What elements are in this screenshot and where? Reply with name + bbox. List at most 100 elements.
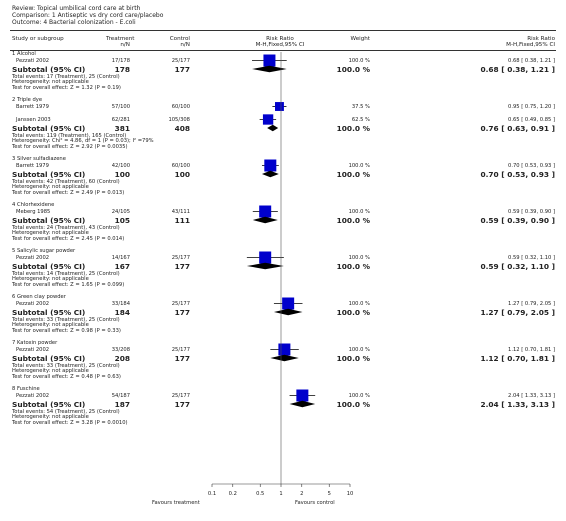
group-note: Heterogeneity: not applicable	[12, 184, 89, 190]
group-title: 5 Salicylic sugar powder	[12, 248, 76, 254]
group-note: Heterogeneity: not applicable	[12, 79, 89, 85]
subtotal-treatment: 187	[114, 399, 130, 409]
study-treatment-events: 24/105	[111, 208, 130, 215]
group-note: Total events: 42 (Treatment), 60 (Contro…	[12, 178, 120, 185]
study-risk-ratio: 1.27 [ 0.79, 2.05 ]	[508, 300, 555, 307]
study-effect-box	[282, 297, 295, 310]
group-title: 4 Chlorhexidene	[12, 202, 55, 208]
subtotal-diamond	[252, 65, 287, 73]
group-note: Test for overall effect: Z = 1.65 (P = 0…	[12, 281, 125, 288]
group-note: Heterogeneity: not applicable	[12, 368, 89, 374]
subtotal-diamond	[273, 308, 303, 316]
group-note: Test for overall effect: Z = 2.49 (P = 0…	[12, 189, 125, 196]
study-effect-box	[278, 343, 291, 356]
study-effect-box	[296, 389, 309, 402]
study-control-events: 25/177	[171, 57, 190, 64]
subtotal-diamond	[252, 216, 278, 224]
study-effect-box	[264, 159, 277, 172]
study-effect-box	[259, 205, 272, 218]
study-treatment-events: 33/208	[111, 346, 130, 353]
review-title: Review: Topical umbilical cord care at b…	[12, 5, 141, 12]
subtotal-label: Subtotal (95% CI)	[12, 307, 86, 317]
subtotal-control: 408	[174, 123, 190, 133]
subtotal-risk-ratio: 0.68 [ 0.38, 1.21 ]	[480, 64, 555, 74]
study-name: Barrett 1979	[16, 162, 49, 169]
col-riskratio-text: Risk Ratio	[527, 36, 555, 42]
study-control-events: 25/177	[171, 254, 190, 261]
favours-control-label: Favours control	[295, 500, 335, 506]
outcome-title: Outcome: 4 Bacterial colonization - E.co…	[12, 19, 136, 26]
study-treatment-events: 57/100	[111, 103, 130, 110]
group-title: 3 Silver sulfadiazene	[12, 156, 66, 162]
subtotal-control: 177	[174, 307, 190, 317]
study-weight: 100.0 %	[348, 254, 370, 261]
study-effect-box	[262, 114, 274, 125]
subtotal-treatment: 105	[114, 215, 130, 225]
group-note: Heterogeneity: not applicable	[12, 322, 89, 328]
study-risk-ratio: 2.04 [ 1.33, 3.13 ]	[508, 392, 555, 399]
subtotal-label: Subtotal (95% CI)	[12, 399, 86, 409]
study-effect-box	[263, 54, 276, 67]
study-name: Pezzati 2002	[16, 57, 50, 64]
x-tick-label: 0.2	[228, 491, 237, 497]
subtotal-risk-ratio: 1.27 [ 0.79, 2.05 ]	[480, 307, 555, 317]
study-treatment-events: 17/178	[111, 57, 130, 64]
study-effect-box	[275, 102, 284, 111]
subtotal-control: 177	[174, 353, 190, 363]
group-note: Total events: 24 (Treatment), 43 (Contro…	[12, 224, 120, 231]
subtotal-risk-ratio: 0.70 [ 0.53, 0.93 ]	[480, 169, 555, 179]
subtotal-risk-ratio: 1.12 [ 0.70, 1.81 ]	[480, 353, 555, 363]
study-control-events: 60/100	[171, 162, 190, 169]
study-weight: 100.0 %	[348, 162, 370, 169]
subtotal-diamond	[289, 400, 316, 408]
subtotal-weight: 100.0 %	[336, 64, 370, 74]
study-treatment-events: 14/167	[111, 254, 130, 261]
study-risk-ratio: 0.59 [ 0.32, 1.10 ]	[508, 254, 555, 261]
study-control-events: 25/177	[171, 392, 190, 399]
study-risk-ratio: 0.59 [ 0.39, 0.90 ]	[508, 208, 555, 215]
subtotal-weight: 100.0 %	[336, 399, 370, 409]
study-weight: 100.0 %	[348, 392, 370, 399]
subtotal-control: 111	[174, 215, 190, 225]
study-name: Janssen 2003	[16, 116, 51, 123]
x-tick-label: 0.1	[207, 491, 217, 497]
col-control: Control	[169, 36, 190, 42]
study-control-events: 25/177	[171, 300, 190, 307]
comparison-title: Comparison: 1 Antiseptic vs dry cord car…	[12, 12, 164, 19]
study-risk-ratio: 0.65 [ 0.49, 0.85 ]	[508, 116, 555, 123]
group-title: 6 Green clay powder	[12, 294, 66, 300]
subtotal-control: 177	[174, 261, 190, 271]
subtotal-diamond	[267, 124, 279, 132]
study-name: Meberg 1985	[16, 208, 51, 215]
subtotal-risk-ratio: 2.04 [ 1.33, 3.13 ]	[480, 399, 555, 409]
group-note: Test for overall effect: Z = 2.45 (P = 0…	[12, 235, 125, 242]
study-risk-ratio: 0.68 [ 0.38, 1.21 ]	[508, 57, 555, 64]
study-weight: 100.0 %	[348, 300, 370, 307]
subtotal-label: Subtotal (95% CI)	[12, 353, 86, 363]
study-effect-box	[259, 251, 272, 264]
study-risk-ratio: 0.70 [ 0.53, 0.93 ]	[508, 162, 555, 169]
group-note: Test for overall effect: Z = 0.48 (P = 0…	[12, 373, 121, 380]
x-tick-label: 0.5	[256, 491, 265, 497]
subtotal-label: Subtotal (95% CI)	[12, 261, 86, 271]
group-note: Test for overall effect: Z = 2.92 (P = 0…	[12, 143, 128, 150]
study-name: Pezzati 2002	[16, 254, 50, 261]
study-control-events: 25/177	[171, 346, 190, 353]
col-treatment-unit: n/N	[120, 42, 130, 48]
x-tick-label: 10	[346, 491, 354, 497]
study-treatment-events: 62/281	[111, 116, 130, 123]
study-risk-ratio: 1.12 [ 0.70, 1.81 ]	[508, 346, 555, 353]
study-name: Pezzati 2002	[16, 300, 50, 307]
subtotal-weight: 100.0 %	[336, 215, 370, 225]
subtotal-weight: 100.0 %	[336, 123, 370, 133]
subtotal-weight: 100.0 %	[336, 353, 370, 363]
col-control-unit: n/N	[180, 42, 190, 48]
study-risk-ratio: 0.95 [ 0.75, 1.20 ]	[508, 103, 555, 110]
subtotal-diamond	[261, 170, 279, 178]
subtotal-diamond	[270, 354, 299, 362]
group-note: Total events: 14 (Treatment), 25 (Contro…	[12, 270, 120, 277]
study-treatment-events: 33/184	[111, 300, 130, 307]
study-weight: 37.5 %	[351, 103, 370, 110]
study-name: Pezzati 2002	[16, 392, 50, 399]
